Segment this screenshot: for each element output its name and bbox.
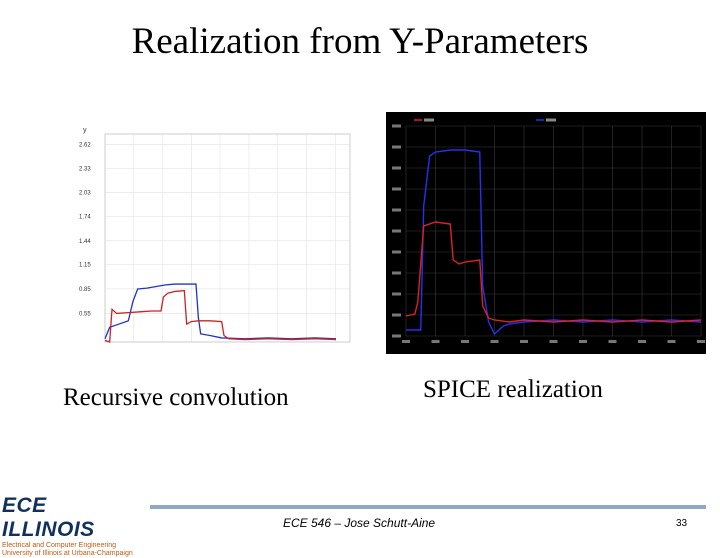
x-tick-label <box>520 340 528 343</box>
legend-label-red <box>424 118 434 122</box>
y-tick-label: 2.03 <box>79 191 91 197</box>
ece-illinois-logo: ECE ILLINOIS Electrical and Computer Eng… <box>2 494 137 557</box>
series-line-0 <box>406 149 702 336</box>
legend-label-blue <box>546 118 556 122</box>
footer-author: ECE 546 – Jose Schutt-Aine <box>283 516 436 530</box>
y-tick-label: 0.85 <box>79 287 91 293</box>
spice-realization-plot <box>386 112 706 354</box>
y-tick-label <box>392 292 401 296</box>
x-tick-label <box>579 340 587 343</box>
plot-area <box>104 133 351 343</box>
y-tick-label <box>392 313 401 317</box>
y-tick-label <box>392 250 401 254</box>
y-tick-label <box>392 187 401 191</box>
y-tick-label: 0.55 <box>79 311 91 317</box>
y-axis-label: y <box>83 127 87 134</box>
x-tick-label <box>431 340 440 343</box>
y-tick-label: 1.44 <box>79 239 91 245</box>
x-tick-label <box>549 340 558 343</box>
series-line-1 <box>405 221 702 323</box>
logo-sub-line1: Electrical and Computer Engineering <box>2 542 117 549</box>
y-tick-label <box>392 208 401 212</box>
y-tick-label <box>392 124 401 128</box>
caption-spice-realization: SPICE realization <box>423 376 603 403</box>
page-number: 33 <box>676 518 688 529</box>
x-tick-label <box>638 340 646 343</box>
series-line-1 <box>104 289 337 343</box>
x-tick-label <box>461 340 469 343</box>
logo-sub-line2: University of Illinois at Urbana-Champai… <box>2 550 133 557</box>
caption-recursive-convolution: Recursive convolution <box>63 384 289 411</box>
plot-background <box>386 112 706 354</box>
x-tick-label <box>667 340 676 343</box>
y-tick-label: 1.15 <box>79 263 91 269</box>
footer-divider <box>150 505 706 509</box>
slide-title: Realization from Y-Parameters <box>131 21 589 62</box>
x-tick-label <box>697 340 705 343</box>
x-tick-label <box>490 340 499 343</box>
y-tick-label <box>392 229 401 233</box>
recursive-convolution-plot: y2.622.332.031.741.441.150.850.551.232.4… <box>79 127 351 343</box>
y-tick-label: 1.74 <box>79 214 91 220</box>
y-tick-label <box>392 334 401 338</box>
y-tick-label <box>392 271 401 275</box>
y-tick-label <box>392 166 401 170</box>
series-line-0 <box>104 283 337 340</box>
logo-main-text: ECE ILLINOIS <box>2 494 95 541</box>
y-tick-label <box>392 145 401 149</box>
x-tick-label <box>402 340 410 343</box>
y-tick-label: 2.33 <box>79 166 91 172</box>
x-tick-label <box>608 340 617 343</box>
y-tick-label: 2.62 <box>79 143 91 149</box>
